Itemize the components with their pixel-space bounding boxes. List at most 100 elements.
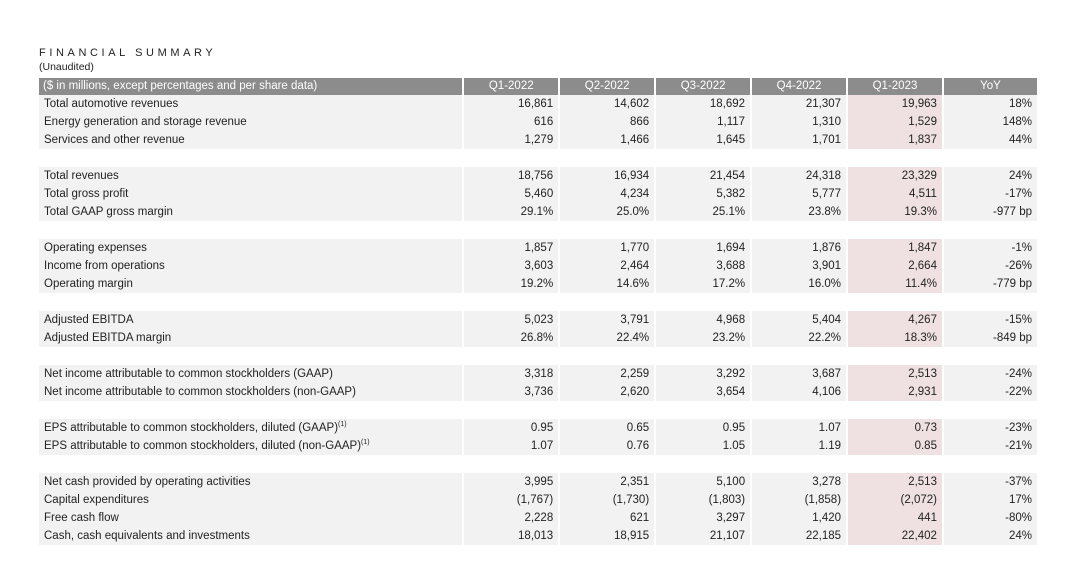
row-label-text: Total revenues <box>44 170 119 182</box>
value-cell: 3,318 <box>464 365 559 383</box>
yoy-cell: 24% <box>943 167 1037 185</box>
column-header-q4-2022: Q4-2022 <box>752 78 847 95</box>
group-spacer <box>39 455 1037 473</box>
value-cell: 0.85 <box>848 437 942 455</box>
value-cell: 2,513 <box>848 365 942 383</box>
value-cell: 2,513 <box>848 473 942 491</box>
yoy-cell: -849 bp <box>943 329 1037 347</box>
value-cell: 22.4% <box>560 329 655 347</box>
yoy-cell: -15% <box>943 311 1037 329</box>
row-label-text: Operating expenses <box>44 242 147 254</box>
value-cell: 18,756 <box>464 167 559 185</box>
value-cell: 1,857 <box>464 239 559 257</box>
value-cell: 5,404 <box>752 311 847 329</box>
value-cell: (1,767) <box>464 491 559 509</box>
spacer-cell <box>39 347 1037 365</box>
value-cell: 0.95 <box>464 419 559 437</box>
value-cell: 1,701 <box>752 131 847 149</box>
spacer-cell <box>39 455 1037 473</box>
yoy-cell: -26% <box>943 257 1037 275</box>
value-cell: 2,620 <box>560 383 655 401</box>
value-cell: 18,915 <box>560 527 655 545</box>
column-header-yoy: YoY <box>943 78 1037 95</box>
yoy-cell: -80% <box>943 509 1037 527</box>
value-cell: 1.05 <box>656 437 751 455</box>
value-cell: 2,259 <box>560 365 655 383</box>
page-title: FINANCIAL SUMMARY <box>39 47 217 59</box>
row-label: Free cash flow <box>39 509 463 527</box>
table-row: Energy generation and storage revenue 616… <box>39 113 1037 131</box>
value-cell: 0.76 <box>560 437 655 455</box>
yoy-cell: -21% <box>943 437 1037 455</box>
value-cell: 22,402 <box>848 527 942 545</box>
page-subtitle: (Unaudited) <box>39 61 94 73</box>
value-cell: 21,454 <box>656 167 751 185</box>
value-cell: 25.0% <box>560 203 655 221</box>
yoy-cell: 44% <box>943 131 1037 149</box>
value-cell: 3,688 <box>656 257 751 275</box>
table-row: Total gross profit 5,460 4,234 5,382 5,777 4,… <box>39 185 1037 203</box>
value-cell: 22,185 <box>752 527 847 545</box>
value-cell: 18,013 <box>464 527 559 545</box>
value-cell: 19,963 <box>848 95 942 113</box>
value-cell: 3,791 <box>560 311 655 329</box>
value-cell: 5,023 <box>464 311 559 329</box>
table-row: Operating margin 19.2% 14.6% 17.2% 16.0% 11.4… <box>39 275 1037 293</box>
value-cell: 5,777 <box>752 185 847 203</box>
spacer-cell <box>39 293 1037 311</box>
spacer-cell <box>39 401 1037 419</box>
yoy-cell: -977 bp <box>943 203 1037 221</box>
value-cell: 1,466 <box>560 131 655 149</box>
value-cell: 5,382 <box>656 185 751 203</box>
row-label-text: Free cash flow <box>44 512 119 524</box>
row-label-text: Net income attributable to common stockh… <box>44 386 356 398</box>
group-spacer <box>39 149 1037 167</box>
value-cell: 22.2% <box>752 329 847 347</box>
table-row: Net income attributable to common stockh… <box>39 383 1037 401</box>
value-cell: (1,858) <box>752 491 847 509</box>
value-cell: 4,511 <box>848 185 942 203</box>
table-row: Capital expenditures (1,767) (1,730) (1,803… <box>39 491 1037 509</box>
value-cell: (1,803) <box>656 491 751 509</box>
row-label-text: Cash, cash equivalents and investments <box>44 530 250 542</box>
value-cell: 29.1% <box>464 203 559 221</box>
value-cell: 5,100 <box>656 473 751 491</box>
row-label-text: EPS attributable to common stockholders,… <box>44 422 339 434</box>
row-label-text: EPS attributable to common stockholders,… <box>44 440 362 452</box>
row-label: Services and other revenue <box>39 131 463 149</box>
value-cell: 16.0% <box>752 275 847 293</box>
value-cell: 23,329 <box>848 167 942 185</box>
column-header-label: ($ in millions, except percentages and p… <box>39 78 463 95</box>
row-label-text: Total GAAP gross margin <box>44 206 173 218</box>
value-cell: 11.4% <box>848 275 942 293</box>
value-cell: 2,931 <box>848 383 942 401</box>
value-cell: 3,292 <box>656 365 751 383</box>
value-cell: 3,901 <box>752 257 847 275</box>
footnote-marker: (1) <box>338 421 347 429</box>
value-cell: 23.2% <box>656 329 751 347</box>
value-cell: 4,267 <box>848 311 942 329</box>
yoy-cell: -24% <box>943 365 1037 383</box>
value-cell: 3,603 <box>464 257 559 275</box>
group-spacer <box>39 293 1037 311</box>
value-cell: 19.3% <box>848 203 942 221</box>
row-label: Cash, cash equivalents and investments <box>39 527 463 545</box>
column-header-q1-2022: Q1-2022 <box>464 78 559 95</box>
row-label: EPS attributable to common stockholders,… <box>39 437 463 455</box>
yoy-cell: -1% <box>943 239 1037 257</box>
value-cell: 1,310 <box>752 113 847 131</box>
group-spacer <box>39 401 1037 419</box>
value-cell: 616 <box>464 113 559 131</box>
row-label: Total gross profit <box>39 185 463 203</box>
row-label: Operating margin <box>39 275 463 293</box>
value-cell: 1,420 <box>752 509 847 527</box>
value-cell: 3,687 <box>752 365 847 383</box>
value-cell: 19.2% <box>464 275 559 293</box>
row-label: Total automotive revenues <box>39 95 463 113</box>
value-cell: 18.3% <box>848 329 942 347</box>
row-label-text: Total automotive revenues <box>44 98 179 110</box>
value-cell: 441 <box>848 509 942 527</box>
value-cell: 0.65 <box>560 419 655 437</box>
value-cell: 1,837 <box>848 131 942 149</box>
value-cell: 4,106 <box>752 383 847 401</box>
